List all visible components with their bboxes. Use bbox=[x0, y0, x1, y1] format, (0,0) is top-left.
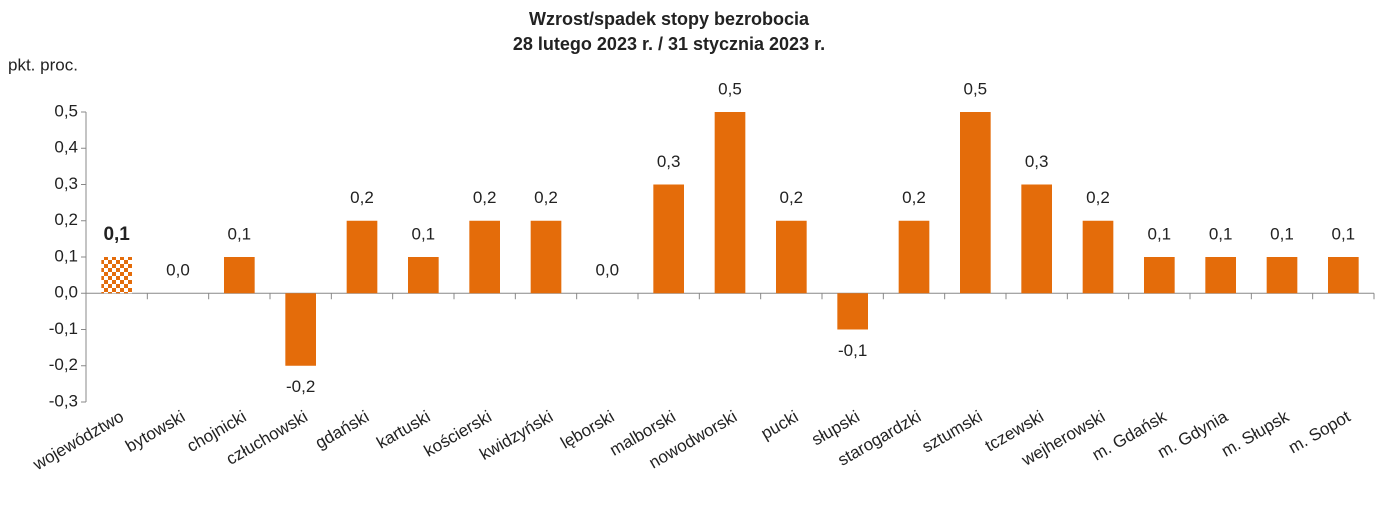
data-label: 0,2 bbox=[350, 188, 374, 207]
y-tick-label: -0,1 bbox=[49, 319, 78, 338]
data-label: 0,5 bbox=[964, 79, 988, 98]
data-label: 0,3 bbox=[1025, 152, 1049, 171]
x-tick-label: m. Sopot bbox=[1285, 407, 1354, 458]
data-label: 0,2 bbox=[534, 188, 558, 207]
bar bbox=[898, 220, 930, 294]
x-tick-label: województwo bbox=[29, 407, 127, 475]
data-label: 0,1 bbox=[1270, 224, 1294, 243]
bar bbox=[653, 184, 684, 294]
data-label: -0,1 bbox=[838, 341, 867, 360]
chart-title: Wzrost/spadek stopy bezrobocia bbox=[529, 9, 810, 29]
chart-subtitle: 28 lutego 2023 r. / 31 stycznia 2023 r. bbox=[513, 34, 825, 54]
x-tick-label: m. Gdynia bbox=[1154, 407, 1231, 462]
x-tick-label: m. Słupsk bbox=[1218, 407, 1293, 461]
data-label: -0,2 bbox=[286, 377, 315, 396]
x-tick-label: gdański bbox=[312, 407, 372, 453]
bar bbox=[285, 293, 316, 366]
bar bbox=[1144, 257, 1175, 294]
data-label: 0,1 bbox=[103, 224, 130, 245]
data-label: 0,5 bbox=[718, 79, 742, 98]
y-tick-label: 0,5 bbox=[54, 101, 78, 120]
bar bbox=[1082, 220, 1114, 294]
y-tick-label: -0,3 bbox=[49, 391, 78, 410]
y-tick-label: 0,2 bbox=[54, 210, 78, 229]
data-label: 0,2 bbox=[473, 188, 497, 207]
bar bbox=[960, 112, 991, 294]
x-tick-label: pucki bbox=[758, 407, 802, 443]
y-tick-label: 0,3 bbox=[54, 174, 78, 193]
x-tick-label: sztumski bbox=[919, 407, 986, 457]
data-label: 0,0 bbox=[166, 261, 190, 280]
bar bbox=[530, 220, 562, 294]
data-label: 0,1 bbox=[1209, 224, 1233, 243]
bar bbox=[1266, 257, 1298, 294]
bar bbox=[469, 220, 500, 294]
y-tick-label: 0,4 bbox=[54, 138, 78, 157]
y-tick-label: 0,0 bbox=[54, 283, 78, 302]
data-label: 0,2 bbox=[780, 188, 804, 207]
data-label: 0,1 bbox=[1332, 224, 1356, 243]
bar bbox=[1021, 184, 1052, 294]
data-label: 0,1 bbox=[412, 224, 436, 243]
bar bbox=[1205, 257, 1236, 294]
bar bbox=[346, 220, 378, 294]
bar bbox=[714, 112, 746, 294]
data-label: 0,1 bbox=[228, 224, 252, 243]
bar bbox=[408, 257, 439, 294]
y-tick-label: -0,2 bbox=[49, 355, 78, 374]
data-label: 0,0 bbox=[596, 261, 620, 280]
bar bbox=[776, 220, 807, 294]
bar bbox=[837, 293, 868, 330]
y-axis-label: pkt. proc. bbox=[8, 55, 78, 74]
bar bbox=[1328, 257, 1359, 294]
data-label: 0,1 bbox=[1148, 224, 1172, 243]
bar bbox=[101, 257, 132, 294]
bar bbox=[224, 257, 255, 294]
x-tick-label: bytowski bbox=[122, 407, 188, 456]
data-label: 0,3 bbox=[657, 152, 681, 171]
data-label: 0,2 bbox=[1086, 188, 1110, 207]
y-tick-label: 0,1 bbox=[54, 246, 78, 265]
data-label: 0,2 bbox=[902, 188, 926, 207]
